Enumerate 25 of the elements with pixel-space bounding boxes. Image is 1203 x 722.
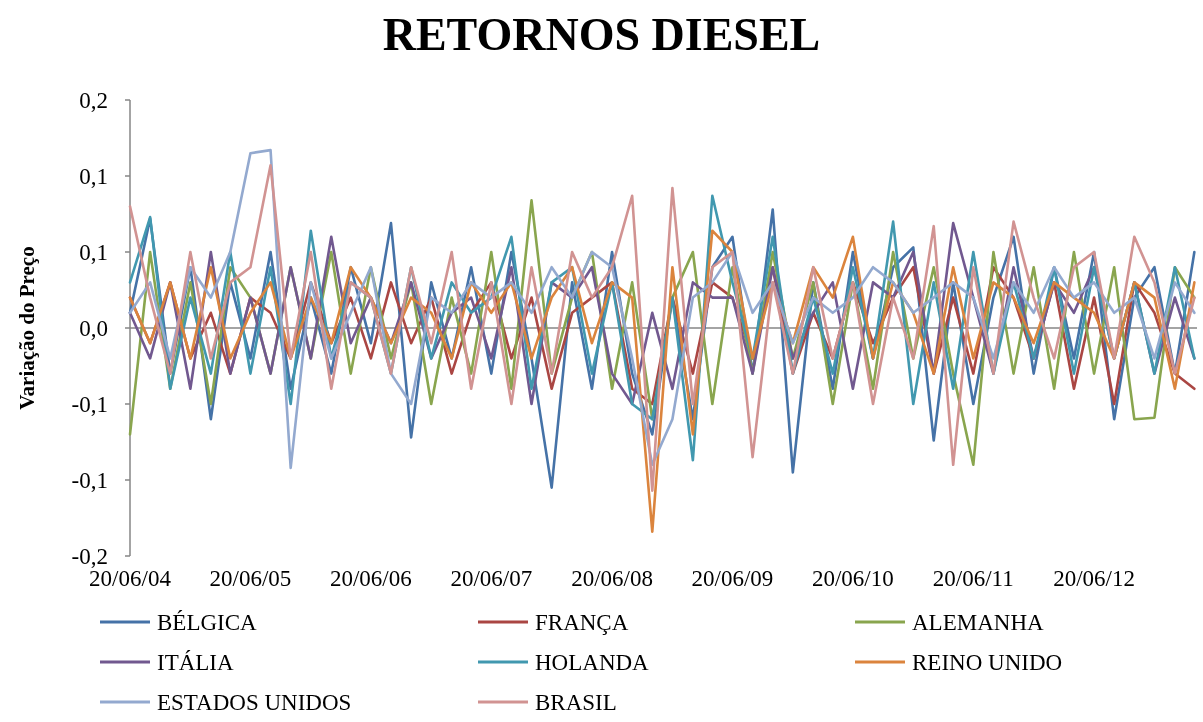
x-tick-label: 20/06/05 (209, 566, 292, 591)
chart-title: RETORNOS DIESEL (382, 9, 821, 60)
x-tick-label: 20/06/08 (571, 566, 653, 591)
legend-label: HOLANDA (535, 650, 650, 675)
legend-label: ALEMANHA (912, 610, 1044, 635)
y-axis-title: Variação do Preço (15, 246, 39, 410)
legend-label: ITÁLIA (157, 650, 235, 675)
legend-label: ESTADOS UNIDOS (157, 690, 352, 715)
y-tick-label: -0,1 (71, 467, 108, 493)
legend-label: BRASIL (535, 690, 617, 715)
y-tick-label: -0,2 (71, 543, 108, 569)
x-tick-label: 20/06/11 (932, 566, 1014, 591)
legend-label: FRANÇA (535, 610, 629, 635)
y-tick-label: -0,1 (71, 391, 108, 417)
y-tick-label: 0,2 (79, 87, 108, 113)
x-tick-label: 20/06/09 (691, 566, 774, 591)
y-tick-label: 0,1 (79, 239, 108, 265)
y-tick-label: 0,0 (79, 315, 108, 341)
x-tick-label: 20/06/07 (450, 566, 533, 591)
x-tick-label: 20/06/12 (1053, 566, 1135, 591)
x-tick-label: 20/06/06 (329, 566, 412, 591)
x-tick-label: 20/06/10 (811, 566, 894, 591)
y-tick-label: 0,1 (79, 163, 108, 189)
legend-label: REINO UNIDO (912, 650, 1063, 675)
legend-label: BÉLGICA (157, 610, 258, 635)
